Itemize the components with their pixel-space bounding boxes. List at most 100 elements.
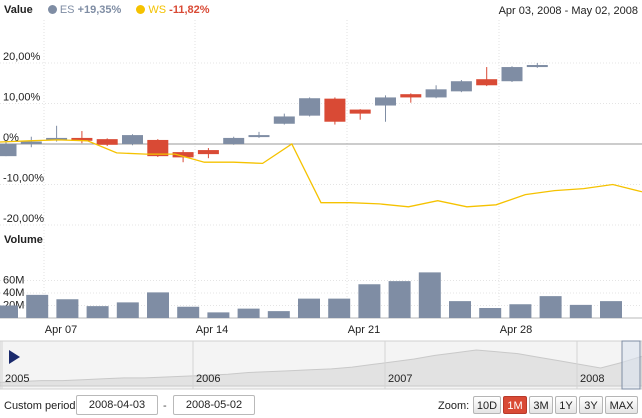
candle [476, 67, 498, 87]
volume-plot [0, 272, 622, 318]
candle [349, 109, 371, 120]
zoom-3y-button[interactable]: 3Y [579, 396, 603, 414]
volume-bar [298, 298, 320, 318]
date-range: Apr 03, 2008 - May 02, 2008 [498, 5, 638, 17]
candle [248, 131, 270, 138]
candle-body [197, 150, 219, 155]
x-tick-label: Apr 28 [500, 324, 532, 336]
candle-body [172, 152, 194, 158]
grid [0, 20, 642, 319]
date-axis: Apr 07 Apr 14 Apr 21 Apr 28 [45, 324, 532, 336]
volume-bar [479, 308, 502, 318]
zoom-1m-button[interactable]: 1M [503, 396, 527, 414]
candle [20, 136, 42, 148]
candle [299, 97, 321, 117]
candle-body [20, 141, 42, 144]
candle [375, 95, 396, 122]
candle [197, 148, 219, 159]
volume-bar [147, 292, 169, 318]
play-icon[interactable] [9, 350, 20, 364]
candle-body [248, 135, 270, 138]
candle-body [450, 81, 472, 92]
zoom-label: Zoom: [438, 400, 470, 412]
x-tick-label: Apr 21 [348, 324, 380, 336]
y-tick-label: -10,00% [3, 173, 44, 185]
candle [400, 93, 422, 103]
volume-bar [237, 308, 260, 318]
x-tick-label: Apr 14 [196, 324, 228, 336]
candle [425, 85, 447, 99]
candle [273, 113, 295, 125]
volume-bar [569, 304, 592, 318]
volume-bar [56, 299, 79, 318]
navigator: 2005 2006 2007 2008 [0, 340, 642, 390]
zoom-1y-button[interactable]: 1Y [555, 396, 577, 414]
volume-bar [26, 294, 49, 318]
volume-bar [0, 305, 18, 318]
volume-bar [539, 296, 562, 318]
legend-title: Value [4, 4, 33, 16]
navigator-area [0, 349, 642, 387]
volume-bar [509, 304, 532, 318]
candle-body [375, 97, 396, 106]
candle-body [349, 109, 371, 114]
candle [450, 80, 472, 93]
volume-bar [449, 301, 471, 318]
candle [122, 134, 143, 146]
candle-body [46, 137, 68, 140]
navigator-year-label: 2005 [5, 373, 29, 385]
volume-bar [116, 302, 139, 318]
volume-bar [388, 281, 411, 318]
zoom-max-button[interactable]: MAX [605, 396, 638, 414]
volume-bar [267, 311, 290, 318]
candle-body [476, 79, 498, 86]
candle-body [425, 89, 447, 98]
candle-body [324, 98, 346, 122]
volume-bar [418, 272, 441, 318]
candle-body [526, 65, 548, 68]
navigator-year-label: 2006 [196, 373, 220, 385]
volume-title: Volume [4, 234, 43, 246]
candle-body [299, 98, 321, 116]
navigator-year-label: 2007 [388, 373, 412, 385]
value-plot [0, 63, 642, 208]
candle [324, 97, 346, 125]
period-separator: - [163, 400, 167, 412]
legend-es-value: +19,35% [77, 4, 122, 16]
volume-bar [207, 312, 230, 318]
candle-body [273, 116, 295, 124]
start-date-input[interactable] [76, 395, 158, 415]
volume-bar [328, 298, 351, 318]
candle-body [71, 137, 93, 141]
candle-body [96, 139, 118, 145]
volume-bar [358, 284, 381, 318]
y-tick-label: -20,00% [3, 213, 44, 225]
navigator-year-label: 2008 [580, 373, 604, 385]
y-tick-label: 0% [3, 132, 19, 144]
candle [96, 138, 118, 147]
candle-body [122, 135, 143, 144]
chart-canvas: 20,00%10,00%0%-10,00%-20,00%60M40M20M Ap… [0, 20, 642, 390]
vol-tick-label: 40M [3, 287, 24, 299]
controls-bar: Custom period: - Zoom: 10D 1M 3M 1Y 3Y M… [0, 392, 642, 418]
end-date-input[interactable] [173, 395, 255, 415]
candle-body [400, 94, 422, 98]
x-tick-label: Apr 07 [45, 324, 77, 336]
legend-es-name: ES [59, 4, 75, 16]
y-tick-label: 10,00% [3, 92, 41, 104]
candle [0, 141, 17, 157]
candle [223, 136, 245, 145]
navigator-selection[interactable] [621, 340, 641, 390]
candle-body [0, 144, 17, 157]
candle [526, 63, 548, 68]
ws-line [0, 139, 642, 208]
zoom-10d-button[interactable]: 10D [473, 396, 501, 414]
volume-bar [177, 306, 200, 318]
vol-tick-label: 60M [3, 275, 24, 287]
volume-bar [600, 301, 622, 318]
legend: Value ES +19,35% WS -11,82% [4, 4, 210, 16]
legend-ws-value: -11,82% [169, 4, 210, 16]
zoom-3m-button[interactable]: 3M [529, 396, 553, 414]
candle [46, 125, 68, 142]
candle [501, 66, 523, 83]
